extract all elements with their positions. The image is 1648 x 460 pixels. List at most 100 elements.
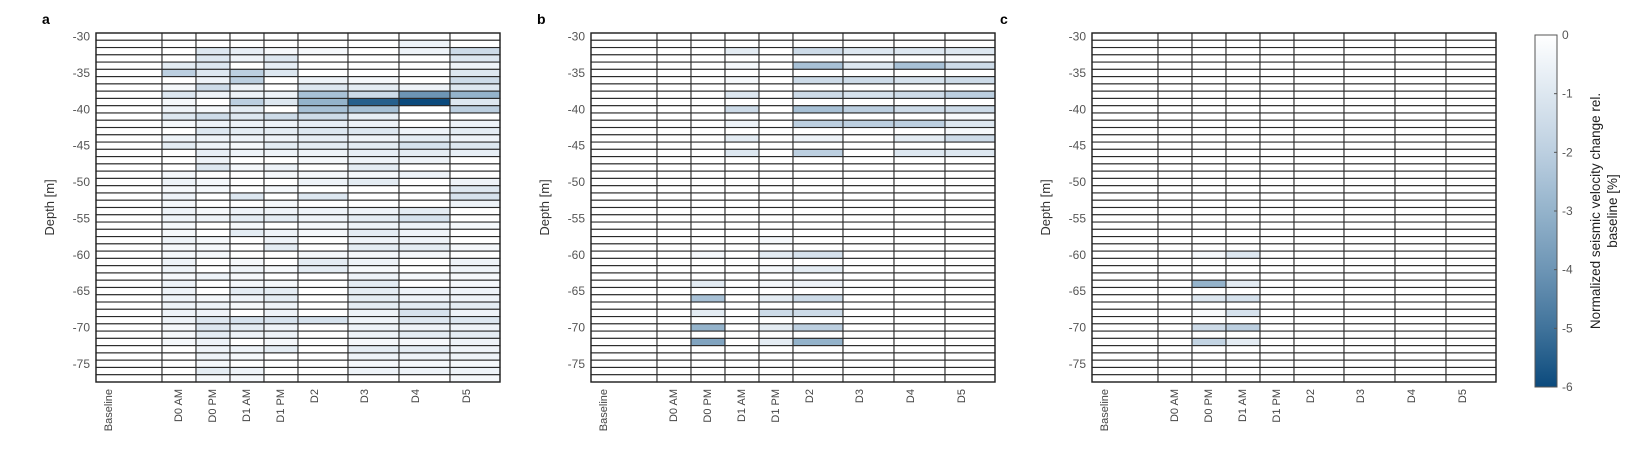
heatmap-cell xyxy=(590,272,658,281)
heatmap-cell xyxy=(229,156,265,165)
heatmap-cell xyxy=(1259,206,1295,216)
heatmap-cell xyxy=(195,345,231,354)
heatmap-cell xyxy=(1343,68,1396,78)
heatmap-cell xyxy=(1091,39,1159,49)
heatmap-cell xyxy=(449,323,501,332)
heatmap-cell xyxy=(95,199,163,209)
heatmap-cell xyxy=(297,206,349,216)
heatmap-cell xyxy=(792,112,844,121)
heatmap-cell xyxy=(724,112,760,121)
heatmap-cell xyxy=(1394,119,1447,129)
heatmap-cell xyxy=(297,236,349,245)
heatmap-cell xyxy=(1343,366,1396,376)
heatmap-cell xyxy=(1445,221,1497,230)
heatmap-cell xyxy=(95,257,163,267)
heatmap-cell xyxy=(1445,359,1497,369)
heatmap-cell xyxy=(758,90,794,99)
heatmap-cell xyxy=(229,54,265,63)
heatmap-cell xyxy=(297,61,349,70)
heatmap-cell xyxy=(893,345,946,354)
heatmap-cell xyxy=(161,54,197,63)
heatmap-cell xyxy=(944,163,996,172)
heatmap-cell xyxy=(1091,243,1159,252)
x-category-label: D1 AM xyxy=(736,389,748,422)
heatmap-cell xyxy=(1394,279,1447,289)
heatmap-cell xyxy=(161,39,197,49)
heatmap-cell xyxy=(297,126,349,136)
heatmap-cell xyxy=(1343,141,1396,150)
heatmap-cell xyxy=(1191,279,1227,289)
heatmap-cell xyxy=(1445,286,1497,296)
heatmap-cell xyxy=(263,76,299,85)
heatmap-cell xyxy=(229,177,265,187)
heatmap-cell xyxy=(95,134,163,143)
heatmap-cell xyxy=(297,46,349,56)
heatmap-cell xyxy=(1259,345,1295,354)
heatmap-cell xyxy=(792,68,844,78)
heatmap-cell xyxy=(161,301,197,310)
heatmap-cell xyxy=(297,286,349,296)
y-tick-label: -60 xyxy=(568,248,586,262)
heatmap-cell xyxy=(263,185,299,194)
heatmap-cell xyxy=(398,163,451,172)
heatmap-cell xyxy=(347,68,400,78)
heatmap-cell xyxy=(758,192,794,201)
heatmap-cell xyxy=(263,199,299,209)
heatmap-cell xyxy=(1343,301,1396,310)
heatmap-cell xyxy=(1091,199,1159,209)
heatmap-cell xyxy=(590,134,658,143)
heatmap-cell xyxy=(263,294,299,303)
heatmap-cell xyxy=(347,206,400,216)
heatmap-cell xyxy=(1445,90,1497,99)
heatmap-cell xyxy=(297,337,349,347)
y-tick-label: -35 xyxy=(1069,66,1087,80)
heatmap-cell xyxy=(1394,316,1447,325)
heatmap-cell xyxy=(656,163,692,172)
heatmap-cell xyxy=(263,286,299,296)
heatmap-cell xyxy=(1293,323,1345,332)
heatmap-cell xyxy=(1259,170,1295,179)
heatmap-cell xyxy=(95,177,163,187)
heatmap-cell xyxy=(792,141,844,150)
heatmap-cell xyxy=(1225,192,1261,201)
heatmap-cell xyxy=(195,301,231,310)
heatmap-cell xyxy=(842,308,895,318)
heatmap-cell xyxy=(1343,250,1396,259)
heatmap-cell xyxy=(449,228,501,238)
heatmap-cell xyxy=(792,148,844,158)
heatmap-cell xyxy=(1157,308,1193,318)
heatmap-cell xyxy=(690,366,726,376)
heatmap-cell xyxy=(1259,163,1295,172)
heatmap-cell xyxy=(656,257,692,267)
heatmap-cell xyxy=(347,156,400,165)
heatmap-cell xyxy=(1259,119,1295,129)
heatmap-cell xyxy=(1225,330,1261,339)
heatmap-cell xyxy=(195,236,231,245)
heatmap-cell xyxy=(347,228,400,238)
heatmap-cell xyxy=(449,76,501,85)
heatmap-cell xyxy=(690,330,726,339)
heatmap-cell xyxy=(95,308,163,318)
heatmap-cell xyxy=(95,330,163,339)
heatmap-cell xyxy=(398,199,451,209)
heatmap-cell xyxy=(893,330,946,339)
heatmap-cell xyxy=(792,134,844,143)
heatmap-cell xyxy=(229,206,265,216)
heatmap-cell xyxy=(656,61,692,70)
heatmap-cell xyxy=(944,265,996,274)
heatmap-cell xyxy=(1091,374,1159,383)
heatmap-cell xyxy=(1394,192,1447,201)
heatmap-cell xyxy=(1343,90,1396,99)
heatmap-cell xyxy=(590,301,658,310)
heatmap-cell xyxy=(690,323,726,332)
heatmap-cell xyxy=(724,221,760,230)
heatmap-cell xyxy=(1293,206,1345,216)
heatmap-cell xyxy=(398,228,451,238)
heatmap-cell xyxy=(398,76,451,85)
y-tick-label: -55 xyxy=(73,211,91,225)
heatmap-cell xyxy=(449,221,501,230)
heatmap-cell xyxy=(1225,148,1261,158)
heatmap-cell xyxy=(1293,337,1345,347)
heatmap-cell xyxy=(1191,374,1227,383)
heatmap-cell xyxy=(449,163,501,172)
